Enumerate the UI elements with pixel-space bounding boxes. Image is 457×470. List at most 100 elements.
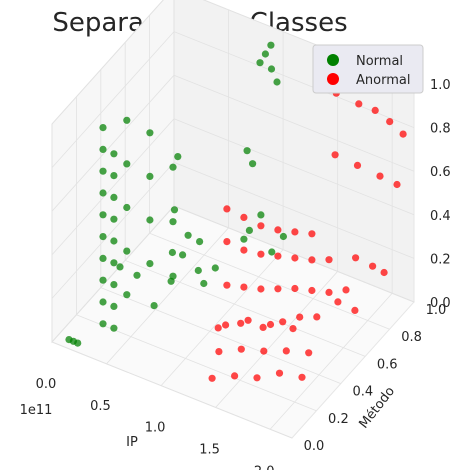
data-point-anormal (325, 288, 333, 296)
data-point-anormal (291, 284, 299, 293)
data-point-anormal (308, 230, 316, 238)
data-point-anormal (231, 372, 239, 380)
data-point-normal (99, 189, 107, 197)
x-tick-label: 0.0 (36, 377, 57, 392)
data-point-normal (110, 215, 118, 223)
x-grid-floor (269, 293, 393, 430)
data-point-normal (99, 211, 107, 219)
z-grid-back (173, 162, 415, 259)
z-grid-left (51, 205, 175, 343)
data-point-anormal (371, 106, 379, 114)
data-point-anormal (257, 285, 265, 293)
y-tick-label: 0.0 (304, 439, 325, 454)
data-point-normal (123, 116, 131, 124)
data-point-anormal (376, 172, 384, 180)
data-point-anormal (369, 262, 377, 270)
data-point-anormal (355, 100, 363, 108)
legend-label-normal: Normal (356, 54, 403, 69)
data-point-anormal (305, 349, 313, 357)
y-tick-label: 0.8 (401, 330, 422, 345)
data-point-normal (267, 41, 275, 49)
data-point-normal (168, 248, 176, 257)
data-point-anormal (342, 286, 350, 294)
legend-marker-normal (327, 54, 339, 66)
y-tick-label: 0.6 (377, 357, 398, 372)
data-point-normal (110, 237, 118, 245)
z-grid-back (173, 74, 415, 172)
data-point-anormal (380, 268, 388, 277)
series-anormal (208, 89, 407, 382)
x-axis-label: IP (126, 435, 138, 450)
data-point-normal (167, 277, 175, 285)
data-point-normal (110, 324, 118, 332)
data-point-normal (99, 167, 107, 175)
z-tick-label: 0.4 (430, 209, 451, 224)
data-point-anormal (237, 319, 245, 327)
data-point-normal (99, 298, 107, 306)
data-point-normal (169, 163, 177, 171)
data-point-anormal (279, 318, 287, 326)
data-points (65, 41, 407, 382)
data-point-anormal (282, 347, 290, 355)
y-grid-floor (125, 260, 366, 357)
data-point-normal (184, 231, 192, 239)
data-point-normal (110, 150, 118, 158)
y-tick-label: 0.4 (352, 385, 373, 400)
data-point-normal (267, 65, 276, 73)
data-point-normal (261, 50, 269, 58)
data-point-normal (211, 264, 219, 272)
data-point-anormal (208, 374, 216, 382)
legend-marker-anormal (327, 73, 339, 85)
data-point-normal (249, 160, 257, 168)
data-point-anormal (298, 373, 306, 381)
x-tick-label: 2.0 (254, 464, 275, 470)
data-point-normal (146, 260, 154, 268)
data-point-anormal (313, 313, 321, 321)
data-point-normal (133, 271, 141, 279)
x-offset-label: 1e11 (20, 403, 53, 418)
legend: Normal Anormal (312, 44, 424, 94)
data-point-anormal (291, 254, 299, 262)
data-point-normal (146, 129, 154, 137)
data-point-normal (99, 145, 107, 153)
data-point-anormal (222, 321, 230, 329)
z-tick-label: 0.2 (430, 252, 451, 267)
data-point-anormal (260, 347, 268, 355)
x-tick-label: 0.5 (90, 399, 111, 414)
z-tick-label: 0.6 (430, 165, 451, 180)
tick-labels: 0.00.51.01.52.00.00.20.40.60.81.00.00.20… (36, 78, 451, 470)
data-point-anormal (308, 286, 316, 295)
data-point-normal (146, 216, 154, 224)
data-point-anormal (334, 298, 342, 306)
y-grid-floor (149, 232, 390, 330)
data-point-anormal (393, 180, 401, 189)
data-point-anormal (257, 250, 265, 258)
data-point-normal (110, 172, 118, 180)
z-grid-left (51, 74, 175, 212)
data-point-normal (110, 259, 118, 267)
y-tick-label: 1.0 (426, 303, 447, 318)
data-point-normal (99, 276, 107, 284)
x-tick-label: 1.5 (199, 443, 220, 458)
z-grid-left (51, 0, 164, 125)
data-point-normal (110, 193, 118, 201)
z-tick-label: 0.0 (430, 296, 451, 311)
y-grid-floor (100, 287, 341, 384)
data-point-anormal (325, 256, 333, 264)
x-grid-floor (215, 271, 338, 408)
y-grid-floor (51, 341, 293, 439)
data-point-normal (194, 266, 202, 275)
data-point-anormal (289, 325, 297, 333)
data-point-anormal (214, 324, 222, 332)
data-point-anormal (240, 283, 248, 291)
data-point-normal (123, 291, 131, 299)
data-point-anormal (266, 320, 275, 329)
data-point-anormal (399, 130, 407, 138)
data-point-normal (273, 78, 281, 86)
data-point-anormal (259, 323, 267, 331)
data-point-anormal (308, 256, 316, 264)
z-grid-back (173, 118, 415, 216)
z-grid-left (51, 31, 175, 168)
data-point-normal (123, 160, 131, 168)
